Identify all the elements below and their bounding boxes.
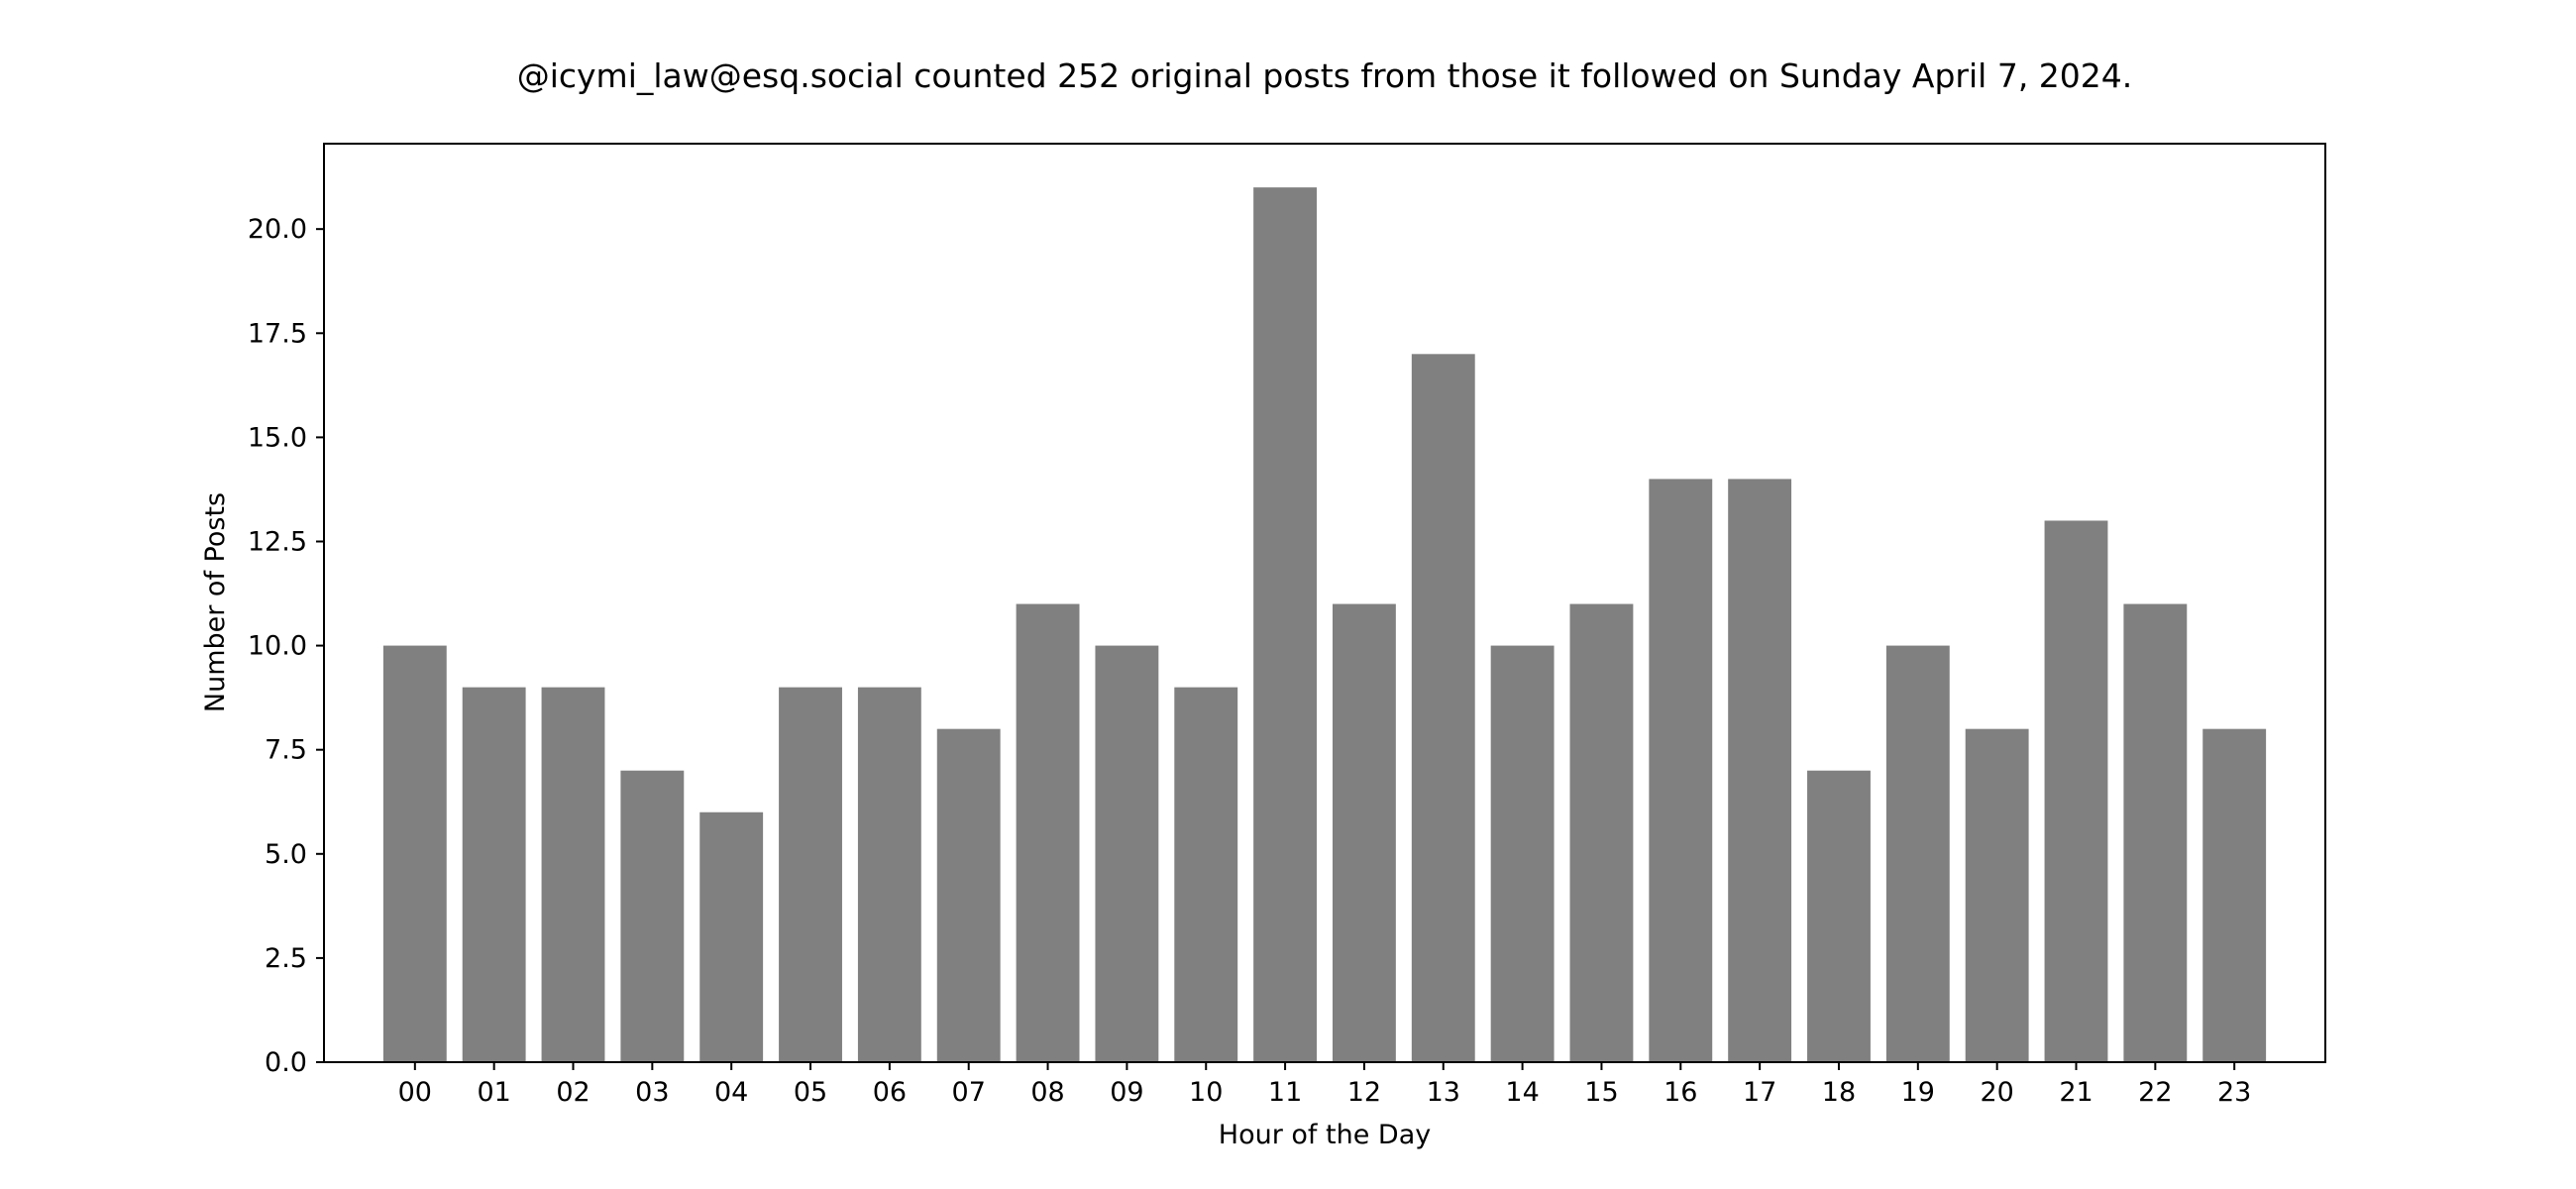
y-tick-label: 17.5 [248, 318, 307, 349]
x-tick-label: 19 [1901, 1077, 1935, 1108]
bar-18 [1807, 770, 1871, 1062]
y-tick-label: 7.5 [265, 735, 307, 766]
y-tick-label: 20.0 [248, 214, 307, 245]
bar-17 [1728, 479, 1792, 1062]
y-axis: 0.0 2.5 5.0 7.5 10.0 12.5 15.0 17.5 20.0 [248, 214, 324, 1078]
x-tick-label: 16 [1664, 1077, 1697, 1108]
y-tick-label: 2.5 [265, 943, 307, 974]
bar-14 [1490, 645, 1555, 1062]
x-tick-label: 03 [635, 1077, 669, 1108]
bar-02 [541, 687, 605, 1062]
bar-10 [1174, 687, 1238, 1062]
x-tick-label: 05 [794, 1077, 827, 1108]
chart-title: @icymi_law@esq.social counted 252 origin… [517, 56, 2133, 95]
x-tick-label: 15 [1584, 1077, 1618, 1108]
bars-group [382, 187, 2267, 1062]
plot-area-frame [323, 143, 2326, 1063]
x-tick-label: 08 [1030, 1077, 1064, 1108]
x-tick-label: 00 [398, 1077, 432, 1108]
x-tick-label: 09 [1110, 1077, 1143, 1108]
x-tick-label: 13 [1427, 1077, 1460, 1108]
x-tick-label: 21 [2059, 1077, 2093, 1108]
y-tick-label: 5.0 [265, 839, 307, 870]
y-tick-label: 15.0 [248, 422, 307, 453]
y-axis-label: Number of Posts [200, 492, 231, 712]
x-tick-label: 23 [2217, 1077, 2251, 1108]
x-tick-label: 11 [1268, 1077, 1302, 1108]
bar-08 [1016, 603, 1080, 1062]
bar-20 [1965, 728, 2029, 1062]
bar-23 [2202, 728, 2267, 1062]
bar-11 [1253, 187, 1318, 1062]
x-tick-label: 20 [1980, 1077, 2013, 1108]
bar-12 [1332, 603, 1396, 1062]
x-tick-label: 10 [1189, 1077, 1223, 1108]
bar-13 [1411, 354, 1475, 1062]
x-tick-label: 22 [2138, 1077, 2172, 1108]
bar-00 [382, 645, 447, 1062]
bar-07 [936, 728, 1001, 1062]
x-tick-label: 04 [714, 1077, 748, 1108]
bar-16 [1649, 479, 1713, 1062]
x-tick-label: 07 [952, 1077, 986, 1108]
x-tick-label: 17 [1743, 1077, 1776, 1108]
y-tick-label: 10.0 [248, 631, 307, 662]
bar-04 [699, 811, 764, 1062]
x-axis-label: Hour of the Day [1219, 1120, 1431, 1150]
bar-01 [462, 687, 526, 1062]
x-tick-label: 14 [1505, 1077, 1539, 1108]
y-tick-label: 0.0 [265, 1047, 307, 1078]
bar-03 [620, 770, 685, 1062]
bar-15 [1569, 603, 1634, 1062]
x-axis: 00 01 02 03 04 05 06 07 08 09 10 11 12 13 14 15 16 17 18 19… [398, 1062, 2251, 1108]
bar-06 [857, 687, 921, 1062]
x-tick-label: 18 [1822, 1077, 1856, 1108]
bar-19 [1885, 645, 1950, 1062]
x-tick-label: 01 [477, 1077, 510, 1108]
x-tick-label: 12 [1347, 1077, 1381, 1108]
y-tick-label: 12.5 [248, 526, 307, 557]
x-tick-label: 02 [556, 1077, 590, 1108]
bar-22 [2123, 603, 2188, 1062]
x-tick-label: 06 [873, 1077, 907, 1108]
bar-21 [2044, 520, 2108, 1062]
bar-05 [779, 687, 842, 1062]
bar-09 [1095, 645, 1159, 1062]
